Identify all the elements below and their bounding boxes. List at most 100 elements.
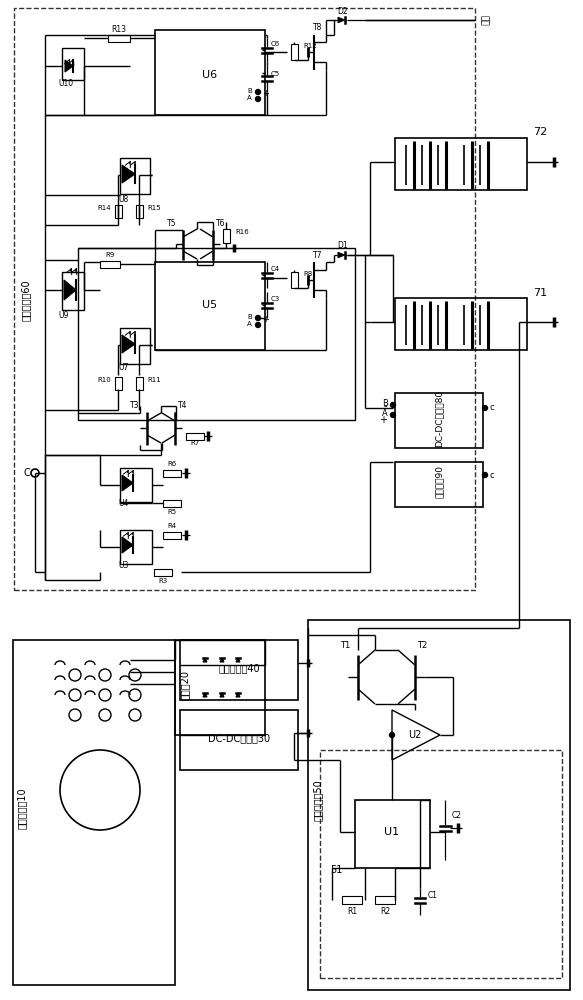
- Text: R16: R16: [235, 229, 249, 235]
- Text: R8: R8: [303, 271, 312, 277]
- Bar: [154, 568, 172, 576]
- Text: T8: T8: [313, 23, 322, 32]
- Text: R4: R4: [167, 523, 177, 529]
- Text: C4: C4: [271, 266, 280, 272]
- Bar: [120, 158, 150, 194]
- Text: T6: T6: [216, 220, 226, 229]
- Bar: [308, 620, 570, 990]
- Bar: [120, 468, 152, 502]
- Text: DC-DC变换器30: DC-DC变换器30: [208, 733, 270, 743]
- Polygon shape: [122, 537, 133, 553]
- Text: B: B: [247, 88, 252, 94]
- Text: T1: T1: [340, 641, 350, 650]
- Text: 72: 72: [533, 127, 547, 137]
- Bar: [395, 393, 483, 448]
- Text: T5: T5: [167, 220, 177, 229]
- Bar: [155, 262, 265, 350]
- Text: T3: T3: [130, 401, 140, 410]
- Text: D2: D2: [338, 6, 348, 15]
- Circle shape: [483, 406, 487, 410]
- Bar: [290, 44, 297, 60]
- Text: U3: U3: [118, 562, 128, 570]
- Polygon shape: [122, 335, 135, 353]
- Text: U7: U7: [118, 363, 128, 372]
- Text: C3: C3: [271, 296, 280, 302]
- Text: T7: T7: [313, 251, 323, 260]
- Text: +: +: [262, 314, 269, 324]
- Bar: [163, 532, 181, 538]
- Text: T2: T2: [417, 641, 427, 650]
- Bar: [114, 376, 121, 389]
- Bar: [395, 138, 527, 190]
- Bar: [342, 896, 362, 904]
- Text: R5: R5: [167, 509, 177, 515]
- Text: B: B: [382, 399, 388, 408]
- Text: 切换控制器50: 切换控制器50: [313, 779, 323, 821]
- Bar: [135, 205, 142, 218]
- Bar: [155, 30, 265, 115]
- Text: +: +: [379, 415, 387, 425]
- Text: 51: 51: [330, 865, 342, 875]
- Circle shape: [255, 90, 261, 95]
- Text: A: A: [382, 410, 388, 418]
- Text: R15: R15: [147, 205, 161, 211]
- Text: A: A: [247, 95, 252, 101]
- Text: R7: R7: [191, 440, 199, 446]
- Text: R2: R2: [380, 908, 390, 916]
- Text: U1: U1: [384, 827, 399, 837]
- Polygon shape: [338, 17, 345, 23]
- Text: 供电: 供电: [479, 15, 489, 25]
- Bar: [14, 8, 475, 590]
- Text: U10: U10: [58, 80, 73, 89]
- Text: T4: T4: [178, 401, 188, 410]
- Text: C2: C2: [452, 812, 462, 820]
- Bar: [100, 260, 120, 267]
- Bar: [62, 48, 84, 80]
- Text: B: B: [247, 314, 252, 320]
- Polygon shape: [203, 693, 207, 697]
- Bar: [120, 530, 152, 564]
- Bar: [290, 272, 297, 288]
- Text: U8: U8: [118, 196, 128, 205]
- Polygon shape: [203, 658, 207, 662]
- Text: c: c: [489, 403, 494, 412]
- Bar: [186, 432, 204, 440]
- Text: R1: R1: [347, 908, 357, 916]
- Polygon shape: [220, 658, 224, 662]
- Circle shape: [391, 402, 395, 408]
- Circle shape: [391, 412, 395, 418]
- Text: 风能发电机10: 风能发电机10: [17, 787, 27, 829]
- Text: DC-DC变换器80: DC-DC变换器80: [434, 389, 444, 447]
- Polygon shape: [220, 693, 224, 697]
- Text: C: C: [24, 468, 30, 478]
- Bar: [355, 800, 430, 868]
- Bar: [135, 376, 142, 389]
- Bar: [180, 640, 298, 700]
- Polygon shape: [122, 475, 133, 491]
- Text: 车载电源90: 车载电源90: [434, 466, 444, 498]
- Polygon shape: [65, 60, 73, 72]
- Text: D1: D1: [338, 241, 348, 250]
- Text: c: c: [489, 471, 494, 480]
- Text: R9: R9: [106, 252, 115, 258]
- Bar: [120, 328, 150, 364]
- Circle shape: [483, 473, 487, 478]
- Bar: [395, 462, 483, 507]
- Polygon shape: [64, 280, 76, 300]
- Text: 电子开关组60: 电子开关组60: [21, 279, 31, 321]
- Bar: [13, 640, 175, 985]
- Bar: [108, 34, 130, 41]
- Text: C6: C6: [271, 41, 280, 47]
- Text: R6: R6: [167, 461, 177, 467]
- Text: U4: U4: [118, 499, 128, 508]
- Text: R12: R12: [303, 43, 317, 49]
- Text: R13: R13: [111, 25, 127, 34]
- Bar: [78, 248, 355, 420]
- Bar: [175, 640, 265, 735]
- Bar: [223, 229, 230, 243]
- Text: R14: R14: [97, 205, 111, 211]
- Polygon shape: [338, 252, 345, 258]
- Bar: [395, 298, 527, 350]
- Text: U6: U6: [202, 70, 217, 80]
- Text: U9: U9: [58, 310, 68, 320]
